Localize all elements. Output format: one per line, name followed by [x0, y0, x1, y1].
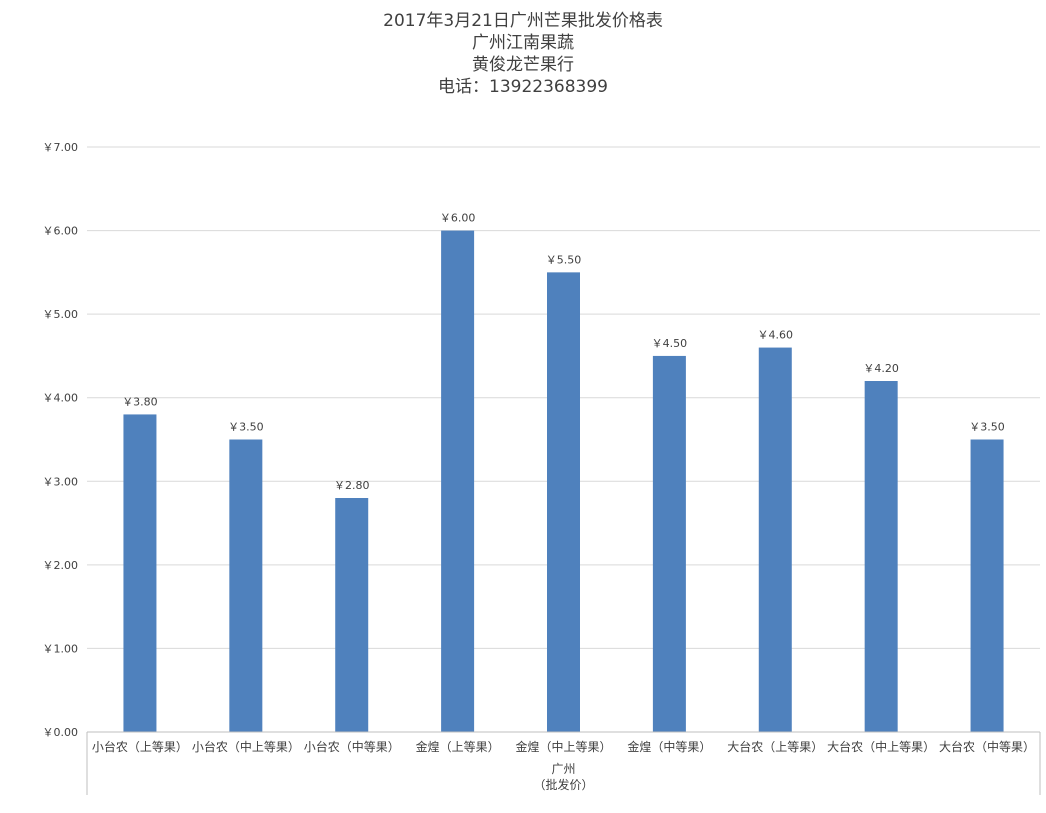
category-label: 金煌（上等果） [416, 739, 500, 754]
bar [335, 498, 369, 732]
y-tick-label: ￥7.00 [43, 141, 79, 154]
data-label: ￥5.50 [546, 253, 582, 266]
data-label: ￥6.00 [440, 212, 476, 225]
chart-title: 2017年3月21日广州芒果批发价格表 广州江南果蔬 黄俊龙芒果行 电话：139… [0, 10, 1046, 98]
bar [229, 439, 263, 732]
category-label: 小台农（中上等果） [192, 739, 300, 754]
category-label: 金煌（中上等果） [515, 739, 611, 754]
y-axis-tick-labels: ￥0.00 ￥1.00 ￥2.00 ￥3.00 ￥4.00 ￥5.00 ￥6.00 ￥7.00 [43, 141, 79, 739]
bar [547, 272, 580, 732]
bar [123, 414, 157, 732]
group-label: （批发价） [533, 777, 593, 792]
data-labels: ￥3.80 ￥3.50 ￥2.80 ￥6.00 ￥5.50 ￥4.50 ￥4.60 ￥4.20… [122, 212, 1005, 492]
group-label: 广州 [551, 762, 575, 776]
category-label: 大台农（上等果） [727, 739, 823, 754]
y-tick-label: ￥0.00 [43, 726, 79, 739]
category-label: 大台农（中等果） [939, 739, 1035, 754]
bar [758, 347, 792, 732]
chart-title-line-4: 电话：13922368399 [438, 77, 608, 97]
category-axis: 小台农（上等果） 小台农（中上等果） 小台农（中等果） 金煌（上等果） 金煌（中上等果）… [86, 731, 1041, 795]
bar [970, 439, 1004, 732]
data-label: ￥3.80 [122, 395, 158, 408]
bars [123, 230, 1004, 733]
category-label: 小台农（上等果） [92, 739, 188, 754]
data-label: ￥4.50 [652, 337, 688, 350]
bar [652, 355, 686, 732]
y-tick-label: ￥1.00 [43, 642, 79, 655]
category-label: 大台农（中上等果） [827, 739, 935, 754]
category-label: 金煌（中等果） [627, 739, 711, 754]
category-label: 小台农（中等果） [304, 739, 400, 754]
data-label: ￥3.50 [228, 421, 264, 434]
data-label: ￥3.50 [969, 421, 1005, 434]
bar [441, 230, 475, 733]
y-tick-label: ￥5.00 [43, 308, 79, 321]
bar [864, 381, 898, 732]
y-tick-label: ￥2.00 [43, 559, 79, 572]
y-tick-label: ￥6.00 [43, 225, 79, 238]
y-tick-label: ￥4.00 [43, 392, 79, 405]
y-tick-label: ￥3.00 [43, 475, 79, 488]
data-label: ￥4.60 [758, 329, 794, 342]
data-label: ￥4.20 [863, 362, 899, 375]
chart-title-line-2: 广州江南果蔬 [472, 33, 574, 53]
data-label: ￥2.80 [334, 479, 370, 492]
chart-title-line-3: 黄俊龙芒果行 [472, 55, 574, 75]
chart-title-line-1: 2017年3月21日广州芒果批发价格表 [383, 11, 663, 31]
